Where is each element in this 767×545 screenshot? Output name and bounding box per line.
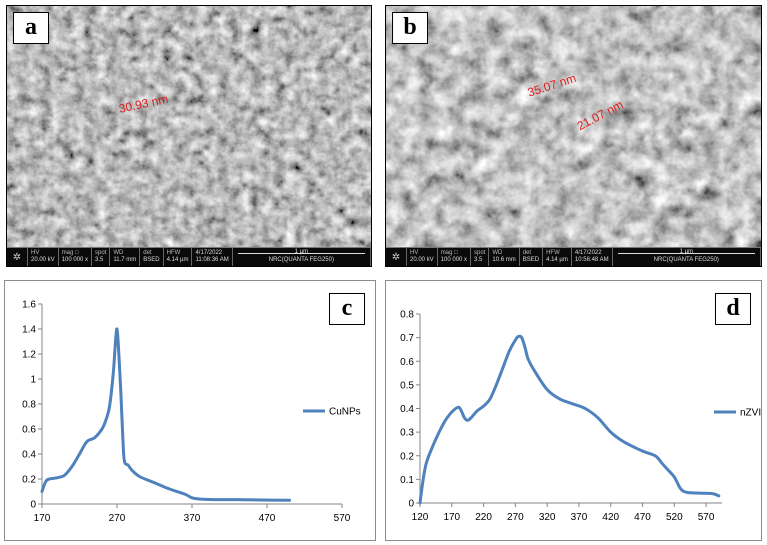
date-value: 4/17/2022: [574, 250, 602, 256]
x-tick-label: 170: [443, 512, 460, 523]
y-tick-label: 0.2: [22, 475, 36, 486]
x-tick-label: 320: [539, 512, 556, 523]
wd-label: WD: [492, 250, 503, 256]
legend-label: CuNPs: [329, 407, 361, 418]
chart-d: 0 0.1 0.2 0.3 0.4 0.5 0.6 0.7 0.8 120 170 220 270 320…: [400, 310, 761, 524]
fei-logo-icon: ✲: [7, 248, 28, 266]
y-tick-label: 0.7: [400, 333, 414, 344]
hfw-value: 4.14 µm: [546, 257, 568, 263]
y-tick-label: 0.6: [22, 425, 36, 436]
x-tick-label: 220: [475, 512, 492, 523]
sem-info-bar-a: ✲ HV 20.00 kV mag □ 100 000 x spot 3.5 WD 11…: [7, 247, 371, 266]
sem-info-bar-b: ✲ HV 20.00 kV mag □ 100 000 x spot 3.5 WD 10…: [386, 247, 761, 266]
time-value: 11:08:36 AM: [195, 257, 229, 263]
x-tick-label: 120: [412, 512, 429, 523]
y-tick-label: 0: [30, 500, 36, 511]
hv-label: HV: [410, 250, 419, 256]
det-value: BSED: [143, 257, 160, 263]
fei-logo-icon: ✲: [386, 248, 407, 266]
y-tick-label: 0.8: [400, 310, 414, 321]
y-tick-label: 0.5: [400, 380, 414, 391]
mag-value: 100 000 x: [61, 257, 89, 263]
y-tick-label: 0.4: [400, 404, 414, 415]
x-tick-label: 520: [666, 512, 683, 523]
y-tick-label: 1.6: [22, 300, 36, 311]
hfw-value: 4.14 µm: [166, 257, 189, 263]
hfw-label: HFW: [546, 250, 560, 256]
spot-label: spot: [474, 250, 486, 256]
det-label: det: [522, 250, 532, 256]
x-tick-label: 270: [507, 512, 524, 523]
hv-value: 20.00 kV: [31, 257, 55, 263]
y-tick-label: 1: [30, 375, 36, 386]
mag-value: 100 000 x: [440, 257, 468, 263]
sem-panel-b: b 35.07 nm 21.07 nm ✲ HV 20.00 kV mag □ 10…: [385, 5, 762, 267]
mag-label: mag □: [61, 250, 79, 256]
hv-value: 20.00 kV: [410, 257, 434, 263]
x-tick-label: 470: [634, 512, 651, 523]
scale-bar: 1 µm: [616, 249, 757, 257]
sem-texture-a: [7, 6, 371, 266]
sem-panel-a: a 30.93 nm ✲ HV 20.00 kV mag □ 100 000 x s…: [6, 5, 372, 267]
sem-texture-b: [386, 6, 761, 266]
y-tick-label: 0.8: [22, 400, 36, 411]
scale-bar: 1 µm: [236, 249, 367, 257]
x-tick-label: 270: [109, 513, 126, 524]
time-value: 10:56:48 AM: [574, 257, 609, 263]
det-value: BSED: [522, 257, 540, 263]
chart-panel-c: 0 0.2 0.4 0.6 0.8 1 1.2 1.4 1.6 170 270 370 470 570 Cu…: [4, 280, 376, 541]
instrument-name: NRC(QUANTA FEG250): [268, 257, 334, 263]
chart-c: 0 0.2 0.4 0.6 0.8 1 1.2 1.4 1.6 170 270 370 470 570 Cu…: [22, 300, 361, 525]
y-tick-label: 0.2: [400, 451, 414, 462]
date-value: 4/17/2022: [195, 250, 223, 256]
legend-label: nZVI: [740, 408, 761, 419]
panel-letter-c: c: [329, 293, 365, 325]
y-tick-label: 0: [408, 499, 414, 510]
wd-value: 11.7 mm: [113, 257, 137, 263]
y-tick-label: 0.4: [22, 450, 36, 461]
y-tick-label: 1.4: [22, 325, 36, 336]
x-tick-label: 570: [698, 512, 715, 523]
x-tick-label: 170: [34, 513, 51, 524]
hv-label: HV: [31, 250, 40, 256]
chart-panel-d: 0 0.1 0.2 0.3 0.4 0.5 0.6 0.7 0.8 120 170 220 270 320…: [385, 280, 762, 541]
y-tick-label: 0.1: [400, 475, 414, 486]
wd-value: 10.6 mm: [492, 257, 516, 263]
panel-letter-a: a: [13, 12, 49, 44]
x-tick-label: 370: [571, 512, 588, 523]
scale-bar-label: 1 µm: [294, 249, 309, 255]
det-label: det: [143, 250, 152, 256]
instrument-name: NRC(QUANTA FEG250): [653, 257, 719, 263]
spot-value: 3.5: [95, 257, 104, 263]
x-tick-label: 470: [259, 513, 276, 524]
y-tick-label: 0.6: [400, 357, 414, 368]
hfw-label: HFW: [166, 250, 181, 256]
mag-label: mag □: [440, 250, 458, 256]
y-tick-label: 1.2: [22, 350, 36, 361]
y-tick-label: 0.3: [400, 428, 414, 439]
spot-value: 3.5: [474, 257, 483, 263]
wd-label: WD: [113, 250, 124, 256]
series-line: [418, 334, 721, 505]
x-tick-label: 570: [334, 513, 351, 524]
series-line: [40, 327, 291, 502]
x-tick-label: 370: [184, 513, 201, 524]
x-tick-label: 420: [602, 512, 619, 523]
spot-label: spot: [95, 250, 107, 256]
panel-letter-d: d: [715, 293, 751, 325]
scale-bar-label: 1 µm: [679, 249, 694, 255]
panel-letter-b: b: [392, 12, 428, 44]
